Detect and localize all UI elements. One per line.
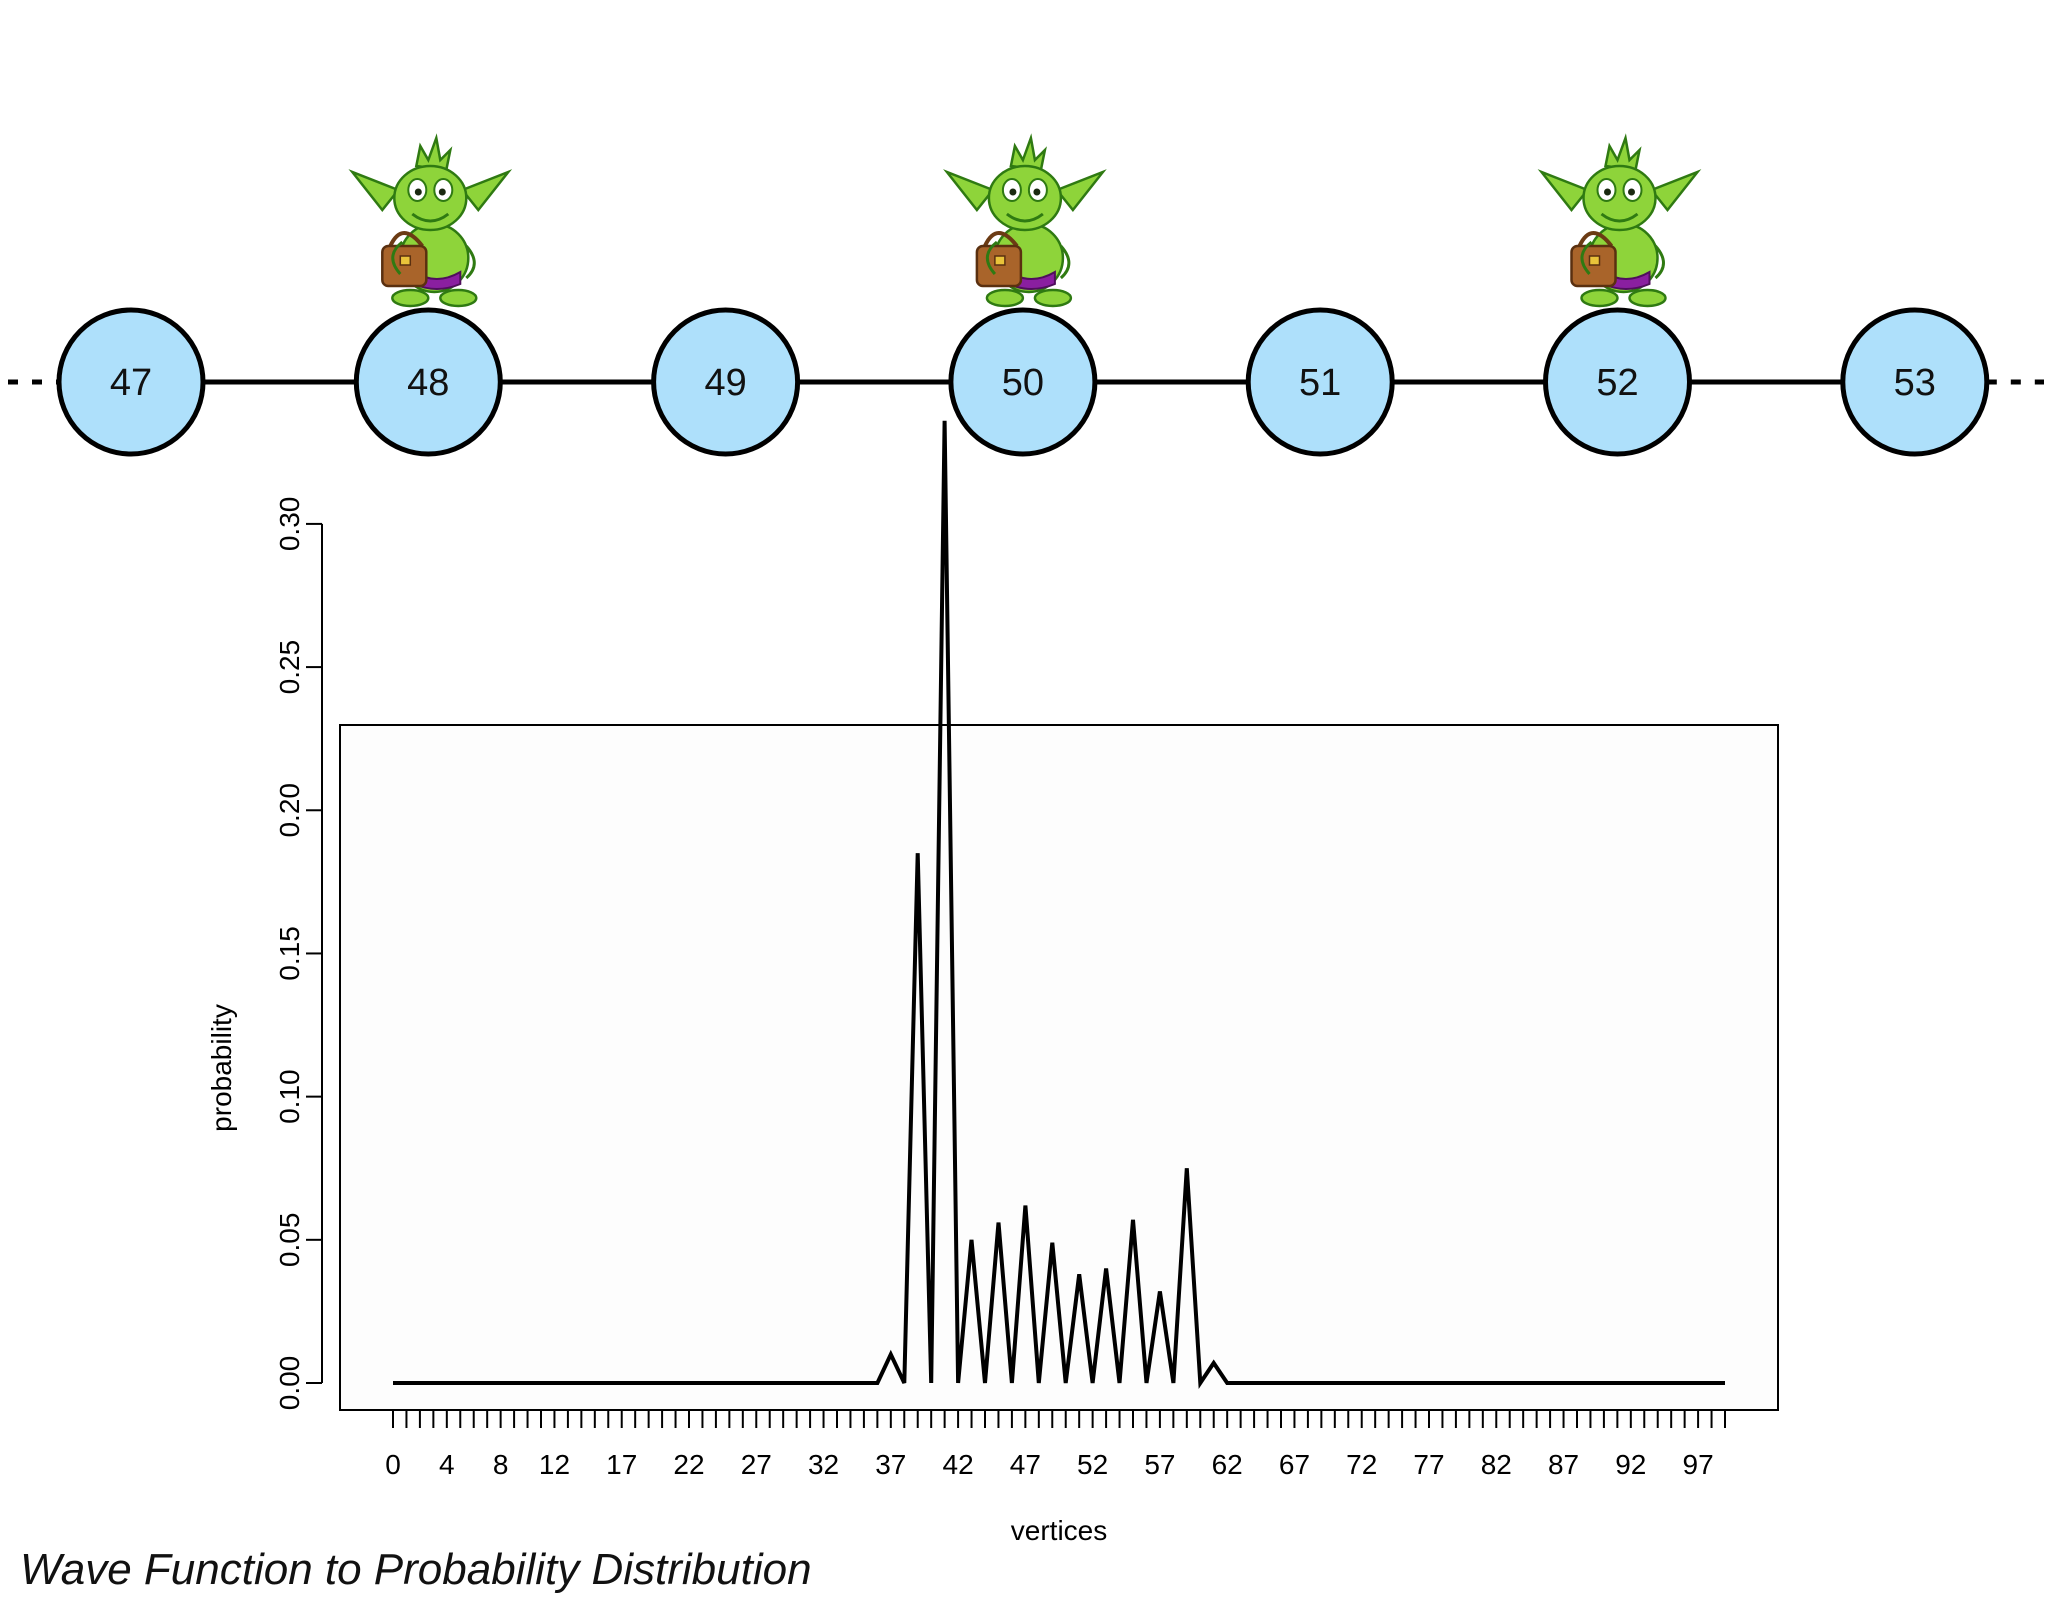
x-tick-label: 12: [539, 1449, 570, 1480]
x-tick-label: 67: [1279, 1449, 1310, 1480]
vertex-circle: [1245, 307, 1395, 457]
vertex-node: 50: [948, 307, 1098, 457]
x-tick-label: 32: [808, 1449, 839, 1480]
vertex-label: 51: [1299, 362, 1341, 404]
x-tick-label: 17: [606, 1449, 637, 1480]
probability-chart: 0 4 8 12 17 22 27 32 37 42 47 52 57 62 67 72 77 82 87 92 97 …: [206, 420, 1779, 1546]
vertex-circle: [1543, 307, 1692, 457]
y-axis-label: probability: [206, 1004, 237, 1132]
x-tick-label: 8: [493, 1449, 509, 1480]
y-tick-label: 0.10: [274, 1069, 305, 1124]
x-tick-label: 72: [1346, 1449, 1377, 1480]
x-tick-label: 52: [1077, 1449, 1108, 1480]
series-layer: [393, 420, 1725, 1390]
x-tick-label: 92: [1615, 1449, 1646, 1480]
x-tick-label: 42: [943, 1449, 974, 1480]
goblin-walker-icon: [350, 136, 511, 308]
x-tick-label: 97: [1683, 1449, 1714, 1480]
y-tick-label: 0.05: [274, 1213, 305, 1268]
goblin-walker-icon: [944, 136, 1105, 308]
x-tick-label: 57: [1144, 1449, 1175, 1480]
vertex-circle: [353, 307, 503, 457]
x-tick-label: 62: [1212, 1449, 1243, 1480]
vertex-node: 53: [1840, 307, 1990, 457]
vertex-label: 47: [110, 362, 152, 404]
y-axis: 0.00 0.05 0.10 0.15 0.20 0.25 0.30: [274, 497, 323, 1411]
x-axis: 0 4 8 12 17 22 27 32 37 42 47 52 57 62 67 72 77 82 87 92 97: [385, 1410, 1726, 1480]
y-tick-label: 0.30: [274, 497, 305, 552]
vertex-circle: [651, 307, 801, 457]
x-tick-label: 77: [1413, 1449, 1444, 1480]
goblin-walker-icon: [1539, 136, 1700, 308]
vertex-label: 53: [1894, 362, 1936, 404]
x-tick-label: 87: [1548, 1449, 1579, 1480]
probability-series-line: [393, 420, 1725, 1390]
vertex-circle: [948, 307, 1098, 457]
vertex-node: 51: [1245, 307, 1395, 457]
vertex-label: 48: [407, 362, 449, 404]
y-tick-label: 0.15: [274, 926, 305, 981]
y-tick-label: 0.00: [274, 1356, 305, 1411]
x-tick-label: 82: [1481, 1449, 1512, 1480]
x-tick-label: 27: [741, 1449, 772, 1480]
vertex-node: 49: [651, 307, 801, 457]
vertex-node: 52: [1543, 307, 1692, 457]
y-tick-label: 0.20: [274, 783, 305, 838]
vertex-label: 52: [1596, 362, 1638, 404]
x-axis-label: vertices: [1011, 1515, 1107, 1546]
vertex-node: 48: [353, 307, 503, 457]
x-tick-label: 4: [439, 1449, 455, 1480]
y-tick-label: 0.25: [274, 640, 305, 695]
figure-caption: Wave Function to Probability Distributio…: [20, 1545, 812, 1594]
x-tick-label: 37: [875, 1449, 906, 1480]
vertex-label: 49: [704, 362, 746, 404]
vertex-node: 47: [56, 307, 206, 457]
x-tick-label: 22: [673, 1449, 704, 1480]
x-tick-label: 47: [1010, 1449, 1041, 1480]
x-tick-label: 0: [385, 1449, 401, 1480]
vertex-label: 50: [1002, 362, 1044, 404]
vertex-chain: 47 48 49 50 51 52 53: [8, 136, 2044, 457]
vertex-circle: [56, 307, 206, 457]
vertex-circle: [1840, 307, 1990, 457]
